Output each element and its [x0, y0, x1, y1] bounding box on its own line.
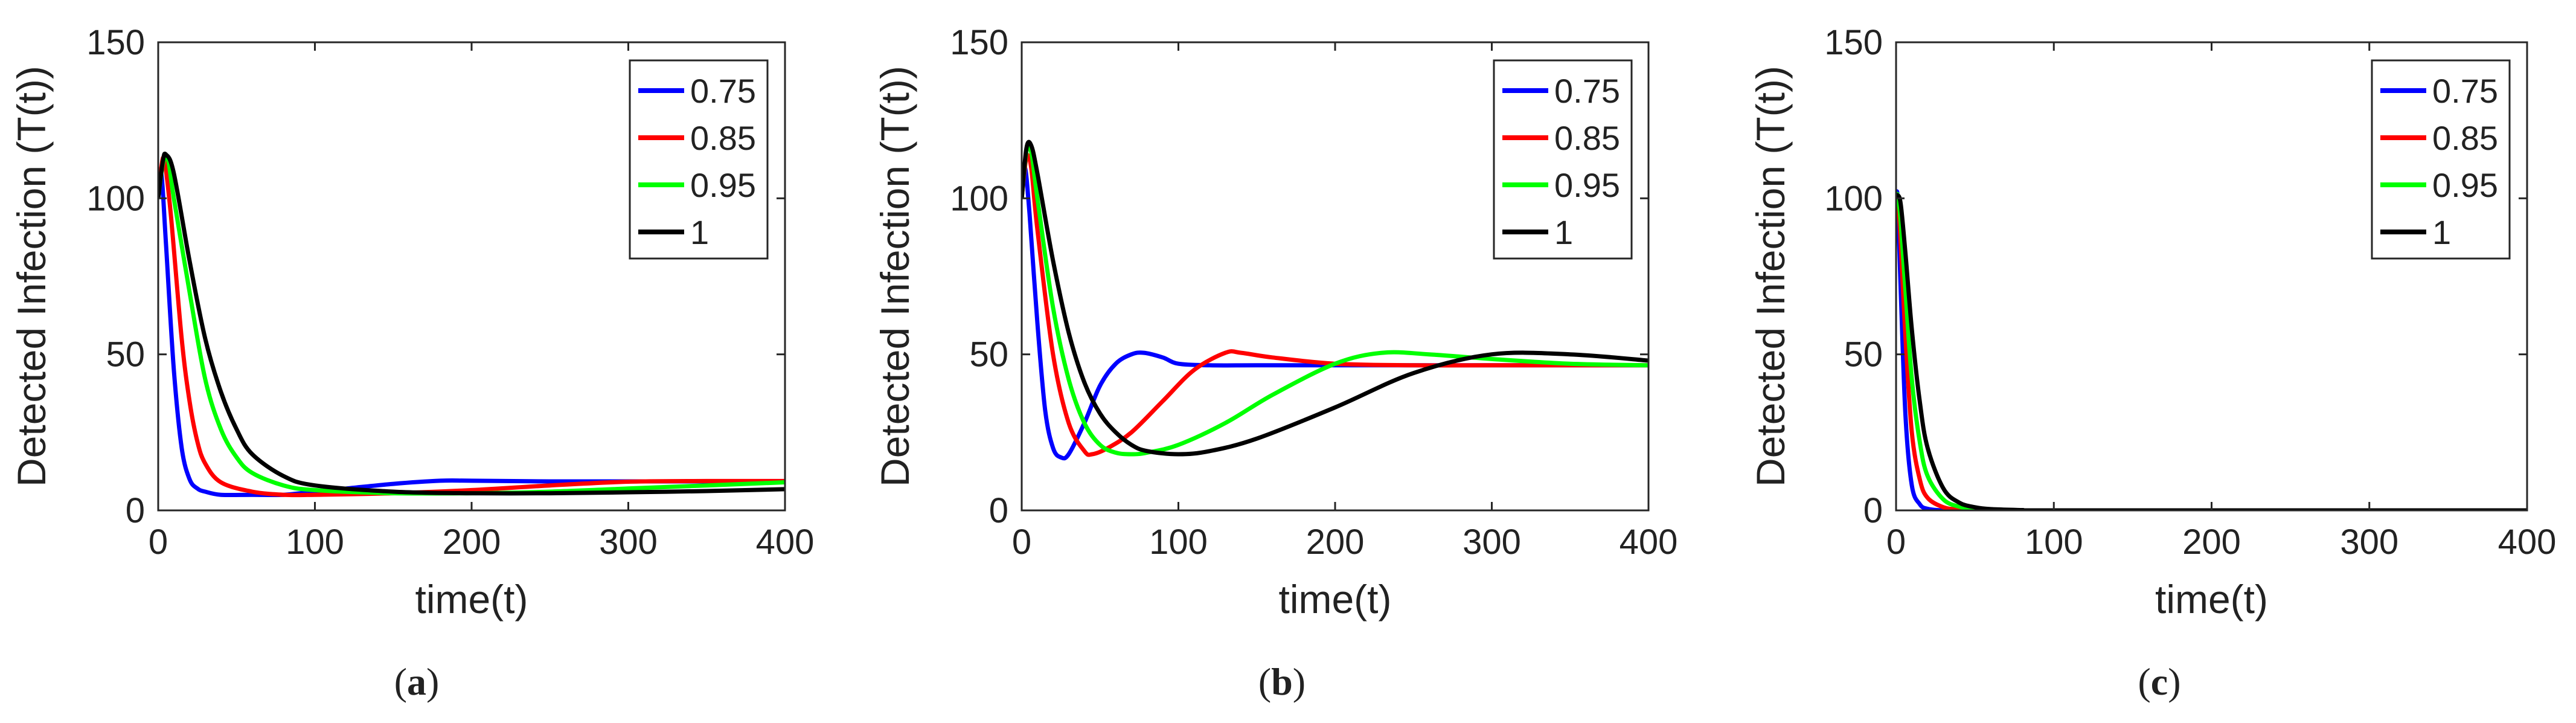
- x-tick-label: 300: [2340, 522, 2398, 562]
- legend-label: 0.95: [1554, 166, 1620, 204]
- x-tick-label: 400: [756, 522, 815, 562]
- x-tick-label: 0: [1012, 522, 1031, 562]
- y-tick-label: 100: [950, 179, 1008, 218]
- legend-label: 0.75: [690, 72, 756, 110]
- y-tick-label: 150: [86, 23, 145, 62]
- chart-panel-a: 0 100 200 300 400 0 50 100 150 time(t) Detected In…: [9, 23, 814, 703]
- legend: 0.75 0.85 0.95 1: [2371, 59, 2511, 260]
- legend: 0.75 0.85 0.95 1: [1493, 59, 1633, 260]
- legend-box: [2371, 59, 2511, 260]
- y-tick-label: 0: [1863, 491, 1883, 530]
- legend-label: 0.95: [2432, 166, 2498, 204]
- x-tick-label: 100: [286, 522, 344, 562]
- x-tick-label: 400: [2498, 522, 2557, 562]
- legend-label: 0.85: [690, 119, 756, 157]
- x-tick-label: 300: [599, 522, 658, 562]
- legend: 0.75 0.85 0.95 1: [629, 59, 769, 260]
- series-line-0-95: [158, 153, 785, 496]
- x-tick-label: 0: [1886, 522, 1906, 562]
- series-line-1: [1022, 140, 1648, 457]
- y-tick-label: 0: [989, 491, 1008, 530]
- y-axis-label: Detected Infection (T(t)): [873, 66, 917, 487]
- series-line-1: [1896, 193, 2527, 510]
- chart-panel-b: 0 100 200 300 400 0 50 100 150 time(t) Detected In…: [873, 23, 1677, 703]
- series-line-0-95: [1896, 191, 2527, 510]
- x-axis-label: time(t): [415, 577, 528, 622]
- legend-label: 0.85: [1554, 119, 1620, 157]
- caption-close: ): [426, 660, 439, 703]
- legend-label: 1: [2432, 213, 2451, 251]
- x-tick-label: 200: [1306, 522, 1365, 562]
- chart-panel-c: 0 100 200 300 400 0 50 100 150 time(t) Detected In…: [1748, 23, 2556, 703]
- y-tick-label: 50: [969, 335, 1008, 374]
- y-tick-label: 100: [86, 179, 145, 218]
- x-tick-label: 200: [443, 522, 501, 562]
- y-tick-label: 0: [126, 491, 145, 530]
- x-tick-label: 100: [2025, 522, 2083, 562]
- caption-open: (: [2138, 660, 2150, 703]
- panel-caption: (b): [1258, 660, 1306, 703]
- legend-label: 0.95: [690, 166, 756, 204]
- y-axis-label: Detected Infection (T(t)): [9, 66, 54, 487]
- x-tick-label: 400: [1620, 522, 1678, 562]
- legend-label: 0.85: [2432, 119, 2498, 157]
- series-line-1: [158, 151, 785, 496]
- y-tick-label: 150: [950, 23, 1008, 62]
- legend-box: [629, 59, 769, 260]
- caption-open: (: [1258, 660, 1271, 703]
- panel-caption: (c): [2138, 660, 2180, 703]
- y-axis-label: Detected Infection (T(t)): [1748, 66, 1793, 487]
- legend-label: 0.75: [1554, 72, 1620, 110]
- series-lines: [1022, 140, 1648, 461]
- caption-close: ): [2168, 660, 2180, 703]
- x-axis-label: time(t): [1279, 577, 1392, 622]
- x-axis-label: time(t): [2155, 577, 2268, 622]
- x-tick-label: 100: [1149, 522, 1208, 562]
- x-tick-label: 300: [1463, 522, 1521, 562]
- y-tick-label: 50: [1844, 335, 1883, 374]
- caption-open: (: [394, 660, 407, 703]
- caption-letter: b: [1271, 660, 1293, 703]
- panel-caption: (a): [394, 660, 440, 703]
- caption-letter: c: [2151, 660, 2168, 703]
- y-tick-label: 100: [1824, 179, 1883, 218]
- series-line-0-85: [158, 155, 785, 498]
- legend-label: 1: [1554, 213, 1573, 251]
- series-lines: [158, 151, 785, 498]
- series-line-0-85: [1022, 153, 1648, 457]
- x-tick-label: 200: [2182, 522, 2241, 562]
- legend-label: 1: [690, 213, 709, 251]
- caption-close: ): [1293, 660, 1306, 703]
- y-tick-label: 150: [1824, 23, 1883, 62]
- legend-label: 0.75: [2432, 72, 2498, 110]
- y-tick-label: 50: [106, 335, 145, 374]
- caption-letter: a: [407, 660, 426, 703]
- legend-box: [1493, 59, 1633, 260]
- x-tick-label: 0: [149, 522, 168, 562]
